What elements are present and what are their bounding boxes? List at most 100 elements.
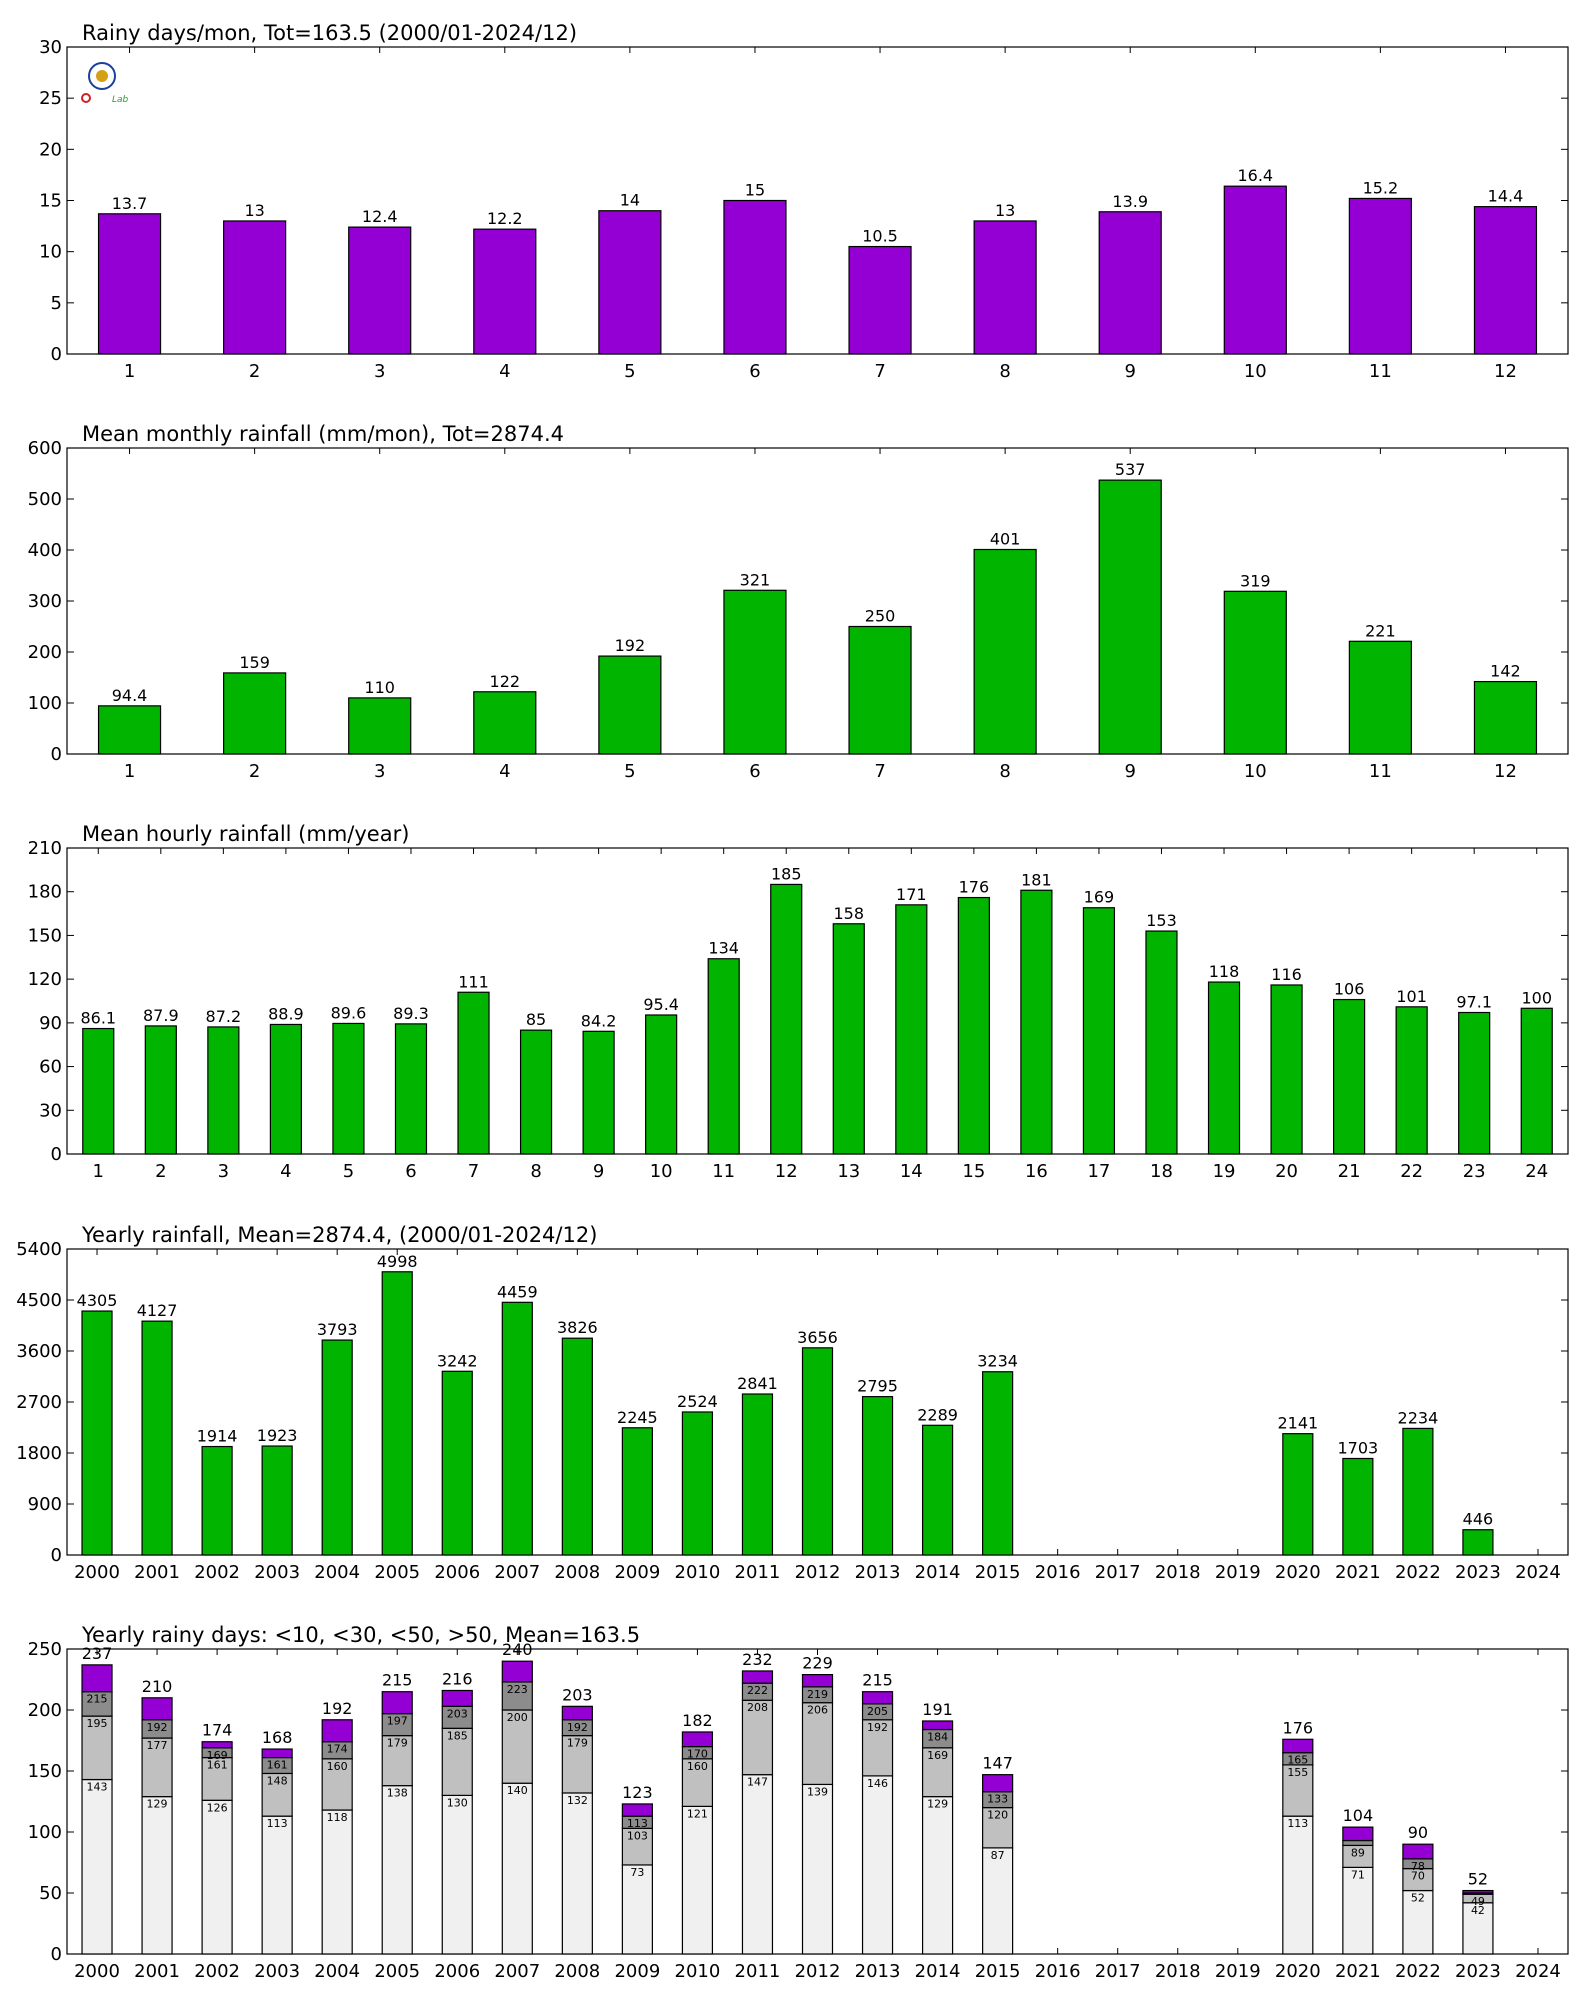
stack-value-label: 113 xyxy=(1287,1817,1308,1830)
stack-value-label: 197 xyxy=(387,1715,408,1728)
x-tick-label: 10 xyxy=(1244,761,1267,782)
y-tick-label: 120 xyxy=(28,969,62,990)
bar xyxy=(201,1445,233,1556)
stack-value-label: 206 xyxy=(807,1704,828,1717)
stack-total-label: 215 xyxy=(862,1671,893,1690)
stack-segment-4 xyxy=(141,1697,173,1721)
bar xyxy=(582,1030,615,1155)
x-tick-label: 2 xyxy=(249,761,260,782)
x-tick-label: 2020 xyxy=(1275,1562,1321,1583)
x-tick-label: 2018 xyxy=(1155,1562,1201,1583)
x-tick-label: 2021 xyxy=(1335,1562,1381,1583)
stack-value-label: 42 xyxy=(1471,1904,1485,1917)
bar xyxy=(741,1393,774,1556)
x-tick-label: 10 xyxy=(650,1161,673,1182)
stack-segment-1 xyxy=(982,1847,1014,1955)
stack-value-label: 49 xyxy=(1471,1895,1485,1908)
x-tick-label: 2001 xyxy=(134,1961,180,1982)
stack-total-label: 176 xyxy=(1283,1718,1314,1737)
stack-segment-1 xyxy=(1402,1889,1434,1955)
bar-value-label: 3242 xyxy=(437,1351,478,1370)
bar-value-label: 1914 xyxy=(197,1427,238,1446)
y-tick-label: 300 xyxy=(28,591,62,612)
x-tick-label: 5 xyxy=(343,1161,354,1182)
bar xyxy=(598,210,662,355)
stack-value-label: 52 xyxy=(1411,1892,1425,1905)
bar xyxy=(332,1022,365,1155)
stack-segment-1 xyxy=(1462,1902,1494,1955)
stack-total-label: 232 xyxy=(742,1650,773,1669)
bar-value-label: 169 xyxy=(1084,888,1115,907)
x-tick-label: 2011 xyxy=(735,1562,781,1583)
bar xyxy=(501,1301,533,1556)
y-tick-label: 0 xyxy=(51,744,62,765)
bar xyxy=(681,1411,714,1556)
bar xyxy=(144,1025,177,1155)
stack-segment-1 xyxy=(201,1799,233,1955)
stack-segment-1 xyxy=(441,1794,473,1955)
bar-value-label: 159 xyxy=(239,653,270,672)
x-tick-label: 2012 xyxy=(795,1961,841,1982)
bar xyxy=(1207,981,1241,1155)
stack-value-label: 143 xyxy=(87,1781,108,1794)
y-tick-label: 20 xyxy=(39,139,62,160)
y-tick-label: 0 xyxy=(51,1545,62,1566)
chart-panel-4: Yearly rainfall, Mean=2874.4, (2000/01-2… xyxy=(16,1223,1569,1583)
x-tick-label: 1 xyxy=(93,1161,104,1182)
x-tick-label: 14 xyxy=(900,1161,923,1182)
bar-value-label: 537 xyxy=(1115,460,1146,479)
bar-value-label: 15 xyxy=(745,181,765,200)
bar-value-label: 87.9 xyxy=(143,1006,179,1025)
bar-value-label: 100 xyxy=(1521,988,1552,1007)
y-tick-label: 50 xyxy=(39,1883,62,1904)
stack-segment-1 xyxy=(81,1778,113,1955)
y-tick-label: 60 xyxy=(39,1057,62,1078)
x-tick-label: 7 xyxy=(874,761,885,782)
stack-value-label: 179 xyxy=(567,1737,588,1750)
x-tick-label: 5 xyxy=(624,361,635,382)
x-tick-label: 2013 xyxy=(855,1562,901,1583)
bar-value-label: 2141 xyxy=(1277,1414,1318,1433)
x-tick-label: 12 xyxy=(1494,761,1517,782)
bar-value-label: 142 xyxy=(1490,662,1521,681)
chart-panel-3: Mean hourly rainfall (mm/year)0306090120… xyxy=(28,822,1569,1182)
stack-value-label: 169 xyxy=(927,1749,948,1762)
stack-value-label: 71 xyxy=(1351,1868,1365,1881)
bar-value-label: 122 xyxy=(490,672,521,691)
x-tick-label: 2014 xyxy=(915,1562,961,1583)
x-tick-label: 6 xyxy=(749,761,760,782)
y-tick-label: 250 xyxy=(28,1639,62,1660)
stack-total-label: 216 xyxy=(442,1669,473,1688)
x-tick-label: 2002 xyxy=(194,1562,240,1583)
stack-total-label: 147 xyxy=(982,1754,1013,1773)
bar-value-label: 250 xyxy=(865,607,896,626)
stack-value-label: 185 xyxy=(447,1729,468,1742)
stack-segment-4 xyxy=(381,1691,413,1715)
stack-segment-1 xyxy=(741,1774,774,1955)
bar xyxy=(261,1445,293,1556)
plot-frame xyxy=(66,46,1569,355)
y-tick-label: 25 xyxy=(39,88,62,109)
x-tick-label: 22 xyxy=(1400,1161,1423,1182)
stack-value-label: 140 xyxy=(507,1784,528,1797)
chart-panel-5: Yearly rainy days: <10, <30, <50, >50, M… xyxy=(28,1623,1569,1982)
stack-value-label: 118 xyxy=(327,1811,348,1824)
stack-segment-4 xyxy=(441,1689,473,1707)
y-tick-label: 0 xyxy=(51,1144,62,1165)
bar xyxy=(832,923,865,1155)
bar-value-label: 401 xyxy=(990,529,1021,548)
bar xyxy=(1473,206,1538,355)
bar-value-label: 13 xyxy=(244,201,264,220)
bar-value-label: 10.5 xyxy=(862,227,898,246)
x-tick-label: 2015 xyxy=(975,1961,1021,1982)
stack-segment-1 xyxy=(681,1805,714,1955)
stack-value-label: 215 xyxy=(87,1693,108,1706)
bar-value-label: 185 xyxy=(771,864,802,883)
bar xyxy=(207,1026,240,1155)
x-tick-label: 2017 xyxy=(1095,1562,1141,1583)
x-tick-label: 8 xyxy=(999,761,1010,782)
stack-segment-3 xyxy=(501,1681,533,1711)
x-tick-label: 2019 xyxy=(1215,1961,1261,1982)
x-tick-label: 2003 xyxy=(254,1562,300,1583)
